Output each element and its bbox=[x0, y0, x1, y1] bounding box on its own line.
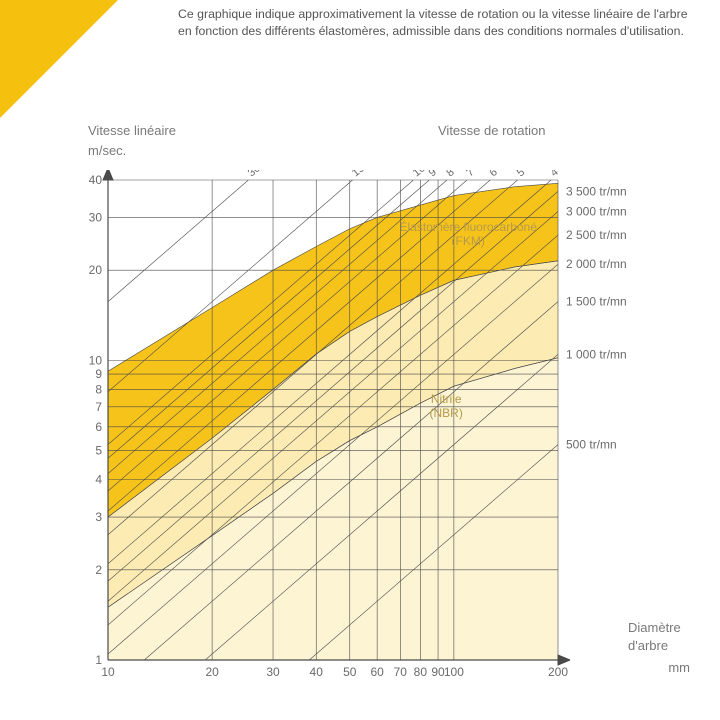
y-tick-label: 2 bbox=[95, 563, 102, 577]
chart-area: 500 tr/mn 1 000 tr/mn 1 500 tr/mn 2 000 tr/… bbox=[88, 170, 628, 670]
x-tick-label: 20 bbox=[205, 665, 219, 679]
y-tick-label: 20 bbox=[89, 263, 103, 277]
rotation-title: Vitesse de rotation bbox=[438, 123, 545, 138]
rpm-label-3500: 3 500 tr/mn bbox=[566, 184, 627, 198]
region-label2-FKM: (FKM) bbox=[452, 234, 485, 248]
rpm-label-2500: 2 500 tr/mn bbox=[566, 228, 627, 242]
rpm-line-30000 bbox=[108, 180, 248, 302]
y-tick-label: 10 bbox=[89, 353, 103, 367]
region-label-FKM: Élastomère fluorocarboné bbox=[399, 219, 537, 234]
y-tick-label: 9 bbox=[95, 367, 102, 381]
y-tick-label: 4 bbox=[95, 473, 102, 487]
rpm-label-1000: 1 000 tr/mn bbox=[566, 347, 627, 361]
x-tick-label: 100 bbox=[444, 665, 464, 679]
x-axis-unit: mm bbox=[668, 660, 690, 675]
region-label2-NBR: (NBR) bbox=[430, 406, 463, 420]
rpm-diag-label-30000: 30 000 tr/mn bbox=[246, 170, 302, 179]
x-tick-label: 40 bbox=[310, 665, 324, 679]
rpm-label-500: 500 tr/mn bbox=[566, 438, 617, 452]
corner-triangle bbox=[0, 0, 118, 118]
rpm-label-3000: 3 000 tr/mn bbox=[566, 204, 627, 218]
rpm-diag-label-4000: 4 000 tr/mn bbox=[548, 170, 599, 179]
rpm-diag-label-15000: 15 000 tr/mn bbox=[350, 170, 406, 179]
page: Ce graphique indique approximativement l… bbox=[0, 0, 720, 720]
x-tick-label: 60 bbox=[370, 665, 384, 679]
x-tick-label: 10 bbox=[101, 665, 115, 679]
y-tick-label: 6 bbox=[95, 420, 102, 434]
rpm-label-2000: 2 000 tr/mn bbox=[566, 257, 627, 271]
y-tick-label: 3 bbox=[95, 510, 102, 524]
y-tick-label: 40 bbox=[89, 173, 103, 187]
x-tick-label: 200 bbox=[548, 665, 568, 679]
x-tick-label: 30 bbox=[266, 665, 280, 679]
x-tick-label: 70 bbox=[394, 665, 408, 679]
caption-text: Ce graphique indique approximativement l… bbox=[178, 6, 690, 39]
y-tick-label: 30 bbox=[89, 210, 103, 224]
y-tick-label: 7 bbox=[95, 400, 102, 414]
y-axis-title: Vitesse linéaire bbox=[88, 123, 176, 138]
y-axis-unit: m/sec. bbox=[88, 143, 126, 158]
x-tick-label: 50 bbox=[343, 665, 357, 679]
x-tick-label: 80 bbox=[414, 665, 428, 679]
y-tick-label: 8 bbox=[95, 382, 102, 396]
region-label-NBR: Nitrile bbox=[431, 392, 462, 406]
y-tick-label: 5 bbox=[95, 444, 102, 458]
chart-svg: 500 tr/mn 1 000 tr/mn 1 500 tr/mn 2 000 tr/… bbox=[88, 170, 648, 690]
y-tick-label: 1 bbox=[95, 653, 102, 667]
rpm-label-1500: 1 500 tr/mn bbox=[566, 295, 627, 309]
x-axis-arrow bbox=[558, 655, 570, 665]
y-axis-arrow bbox=[103, 170, 113, 180]
